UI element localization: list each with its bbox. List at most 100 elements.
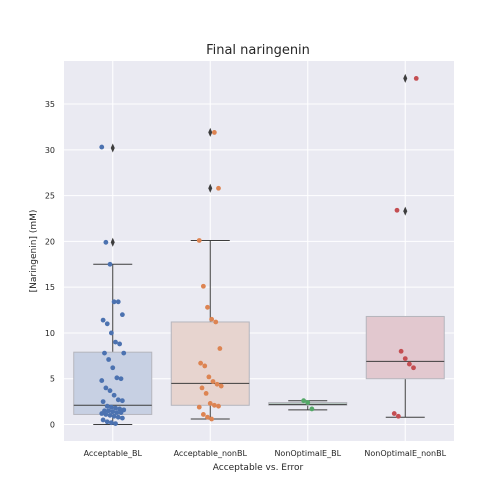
x-tick-label: Acceptable_BL	[84, 449, 143, 458]
data-point	[119, 312, 125, 318]
data-point	[117, 406, 123, 412]
data-point	[413, 75, 419, 81]
y-tick-label: 35	[45, 100, 55, 109]
data-point	[111, 413, 117, 419]
outlier-marker	[403, 73, 408, 83]
data-point	[106, 357, 112, 362]
data-point	[202, 363, 208, 369]
strip-points	[99, 75, 419, 427]
data-point	[99, 411, 105, 416]
data-point	[99, 378, 105, 383]
box-4	[365, 73, 445, 418]
data-point	[100, 417, 106, 423]
data-point	[211, 130, 217, 135]
data-point	[108, 404, 114, 410]
x-tick-label: Acceptable_nonBL	[174, 449, 248, 458]
y-tick-label: 0	[50, 421, 55, 430]
data-point	[100, 317, 106, 323]
data-point	[119, 415, 125, 421]
data-point	[395, 413, 401, 419]
data-point	[199, 385, 205, 391]
outlier-marker	[110, 237, 115, 247]
x-axis-label: Acceptable vs. Error	[213, 463, 304, 473]
y-tick-label: 15	[45, 283, 55, 292]
data-point	[114, 375, 120, 381]
data-point	[196, 404, 202, 410]
data-point	[406, 361, 412, 367]
y-tick-label: 5	[50, 375, 55, 384]
data-point	[203, 390, 209, 396]
data-point	[102, 350, 107, 356]
data-point	[309, 406, 315, 412]
data-point	[103, 239, 109, 245]
data-point	[110, 409, 116, 415]
data-point	[108, 420, 114, 426]
data-point	[115, 414, 121, 420]
data-point	[217, 346, 223, 351]
data-point	[218, 383, 224, 389]
data-point	[118, 410, 124, 416]
box-body	[170, 321, 250, 406]
data-point	[211, 402, 217, 408]
outlier-marker	[208, 127, 213, 137]
data-point	[113, 405, 118, 411]
data-point	[103, 385, 109, 391]
data-point	[213, 319, 219, 325]
y-axis-label: [Naringenin] (mM)	[29, 210, 39, 293]
data-point	[103, 412, 109, 417]
data-point	[100, 399, 106, 405]
x-axis-ticks: Acceptable_BL Acceptable_nonBL NonOptimalE…	[84, 449, 447, 458]
outlier-marker	[208, 183, 213, 193]
data-point	[107, 261, 113, 267]
y-tick-label: 20	[45, 237, 55, 246]
data-point	[99, 144, 105, 150]
data-point	[301, 398, 307, 404]
data-point	[200, 283, 206, 289]
y-tick-label: 30	[45, 146, 55, 155]
y-tick-label: 25	[45, 192, 55, 201]
data-point	[209, 316, 215, 322]
data-point	[209, 416, 215, 422]
data-point	[104, 419, 110, 425]
data-point	[205, 414, 210, 420]
data-point	[196, 238, 202, 243]
data-point	[107, 412, 113, 418]
data-point	[200, 412, 206, 417]
data-point	[117, 341, 123, 347]
data-point	[111, 392, 117, 398]
data-point	[113, 339, 118, 345]
data-point	[115, 397, 121, 403]
x-tick-label: NonOptimalE_BL	[274, 449, 341, 458]
data-point	[216, 403, 221, 409]
box-2	[170, 127, 250, 420]
data-point	[115, 299, 121, 305]
data-point	[216, 185, 221, 191]
data-point	[206, 374, 212, 380]
data-point	[104, 321, 110, 327]
data-point	[110, 365, 116, 371]
box-1	[73, 143, 153, 426]
data-point	[118, 376, 124, 382]
y-axis-ticks: 0 5 10 15 20 25 30 35	[45, 100, 55, 429]
boxes	[73, 73, 445, 426]
data-point	[198, 360, 204, 366]
data-point	[214, 381, 220, 387]
data-point	[210, 379, 216, 384]
data-point	[207, 401, 213, 406]
data-point	[305, 400, 311, 405]
data-point	[111, 299, 117, 305]
data-point	[119, 398, 125, 404]
chart-title: Final naringenin	[206, 43, 310, 58]
x-tick-label: NonOptimalE_nonBL	[364, 449, 446, 458]
data-point	[394, 207, 400, 213]
box-body	[73, 351, 153, 415]
data-point	[104, 403, 110, 409]
data-point	[106, 408, 112, 414]
data-point	[114, 410, 120, 416]
data-point	[411, 365, 416, 371]
data-point	[108, 330, 114, 336]
data-point	[205, 304, 210, 310]
data-point	[121, 350, 127, 356]
data-point	[113, 421, 118, 427]
